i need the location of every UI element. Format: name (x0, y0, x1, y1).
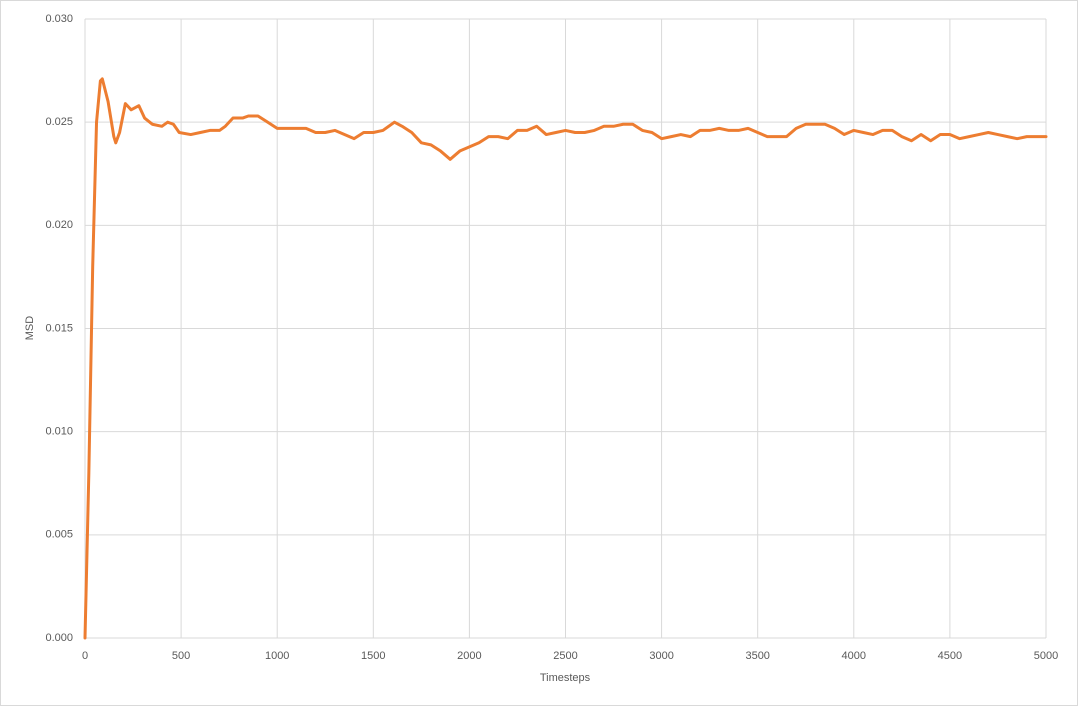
y-tick-label: 0.020 (45, 219, 73, 231)
x-tick-label: 4500 (938, 650, 962, 662)
x-tick-label: 1500 (361, 650, 385, 662)
y-tick-label: 0.015 (45, 322, 73, 334)
line-series (83, 77, 1048, 640)
y-tick-label: 0.010 (45, 426, 73, 438)
x-tick-label: 0 (82, 650, 88, 662)
y-tick-label: 0.000 (45, 632, 73, 644)
x-axis-label: Timesteps (540, 672, 591, 684)
y-tick-label: 0.025 (45, 116, 73, 128)
x-tick-label: 2500 (553, 650, 577, 662)
y-axis-label: MSD (24, 316, 36, 341)
x-tick-label: 500 (172, 650, 190, 662)
x-tick-label: 5000 (1034, 650, 1058, 662)
x-tick-label: 2000 (457, 650, 481, 662)
x-tick-label: 3500 (745, 650, 769, 662)
x-tick-label: 1000 (265, 650, 289, 662)
x-tick-label: 3000 (649, 650, 673, 662)
y-tick-label: 0.005 (45, 529, 73, 541)
x-tick-label: 4000 (842, 650, 866, 662)
y-tick-label: 0.030 (45, 13, 73, 25)
